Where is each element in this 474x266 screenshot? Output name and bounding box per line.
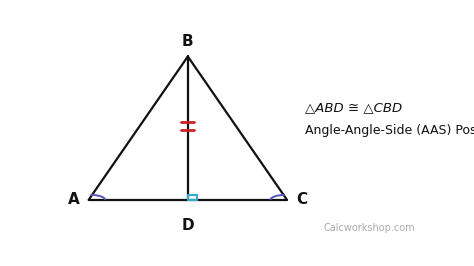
- Text: D: D: [182, 218, 194, 233]
- Text: Calcworkshop.com: Calcworkshop.com: [324, 223, 416, 233]
- Text: Angle-Angle-Side (AAS) Postulate: Angle-Angle-Side (AAS) Postulate: [305, 124, 474, 137]
- Text: C: C: [296, 192, 307, 207]
- Text: B: B: [182, 34, 194, 49]
- Text: △ABD ≅ △CBD: △ABD ≅ △CBD: [305, 101, 402, 114]
- Text: A: A: [68, 192, 80, 207]
